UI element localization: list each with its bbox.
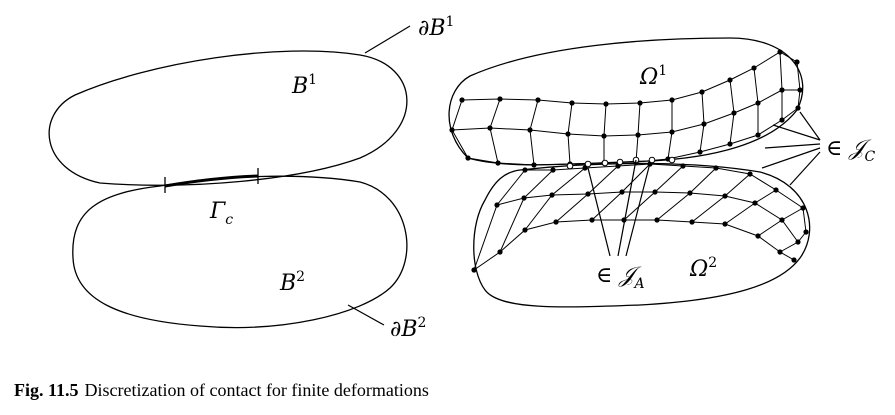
mesh-node-omega1: [701, 121, 707, 127]
leaders-ja: [587, 159, 651, 257]
mesh-node-omega2: [521, 195, 527, 201]
mesh-node-omega1: [751, 65, 757, 71]
contact-node: [616, 158, 624, 166]
mesh-node-omega1: [727, 141, 733, 147]
mesh-node-omega2: [791, 257, 797, 263]
figure-caption: Fig. 11.5 Discretization of contact for f…: [14, 380, 429, 401]
mesh-node-omega2: [752, 200, 758, 206]
mesh-node-omega2: [680, 163, 686, 169]
mesh-omega1: [449, 49, 803, 168]
label-gamma-c: Γc: [209, 199, 233, 228]
label-omega2: Ω2: [689, 255, 717, 282]
mesh-node-omega1: [731, 110, 737, 116]
mesh-node-omega1: [777, 49, 783, 55]
contact-discretization-diagram: ∂B1 B1 Γc B2 ∂B2 Ω1 ∈ 𝒥C ∈ 𝒥A Ω2: [48, 14, 875, 342]
label-db2: ∂B2: [390, 315, 426, 342]
caption-number: Fig. 11.5: [14, 380, 79, 400]
mesh-node-omega2: [522, 167, 528, 173]
mesh-node-omega1: [465, 155, 471, 161]
contact-nodes: [566, 156, 676, 170]
contact-node: [668, 156, 676, 164]
mesh-node-omega1: [755, 132, 761, 138]
mesh-node-omega1: [699, 89, 705, 95]
mesh-node-omega2: [722, 193, 728, 199]
contact-node: [601, 159, 609, 167]
mesh-node-omega2: [689, 219, 695, 225]
mesh-node-omega1: [669, 97, 675, 103]
mesh-node-omega1: [569, 100, 575, 106]
mesh-node-omega1: [779, 117, 785, 123]
body-b1: [48, 50, 408, 186]
label-ja: ∈ 𝒥A: [596, 263, 645, 292]
mesh-node-omega2: [747, 171, 753, 177]
mesh-node-omega2: [589, 217, 595, 223]
body-b2: [72, 175, 408, 329]
mesh-node-omega1: [497, 96, 503, 102]
contact-node: [584, 160, 592, 168]
label-db1: ∂B1: [418, 14, 454, 41]
mesh-node-omega1: [565, 131, 571, 137]
mesh-node-omega1: [794, 59, 800, 65]
label-b2: B2: [279, 269, 305, 296]
label-omega1: Ω1: [639, 63, 667, 90]
contact-node: [566, 162, 574, 170]
mesh-node-omega2: [619, 189, 625, 195]
contact-zone-gamma-c: [164, 168, 259, 193]
mesh-node-omega2: [654, 217, 660, 223]
mesh-node-omega2: [550, 167, 556, 173]
caption-text: Discretization of contact for finite def…: [84, 380, 429, 400]
mesh-node-omega1: [727, 77, 733, 83]
mesh-node-omega2: [779, 217, 785, 223]
mesh-node-omega1: [797, 87, 803, 93]
label-b1: B1: [291, 72, 317, 99]
mesh-node-omega2: [652, 189, 658, 195]
mesh-node-omega1: [449, 127, 455, 133]
mesh-node-omega1: [601, 133, 607, 139]
mesh-node-omega2: [777, 249, 783, 255]
leaders-jc: [761, 111, 821, 186]
mesh-node-omega1: [495, 160, 501, 166]
mesh-node-omega1: [637, 100, 643, 106]
body-omega1-outline: [448, 37, 804, 166]
mesh-node-omega1: [535, 97, 541, 103]
mesh-node-omega2: [795, 239, 801, 245]
mesh-node-omega2: [687, 190, 693, 196]
mesh-node-omega2: [497, 249, 503, 255]
mesh-node-omega2: [800, 205, 806, 211]
mesh-node-omega2: [773, 187, 779, 193]
mesh-node-omega2: [803, 229, 809, 235]
body-omega2-outline: [473, 162, 811, 308]
mesh-omega2: [471, 161, 809, 273]
mesh-node-omega2: [585, 191, 591, 197]
mesh-node-omega2: [713, 165, 719, 171]
mesh-node-omega1: [531, 162, 537, 168]
mesh-node-omega2: [494, 202, 500, 208]
contact-node: [648, 156, 656, 164]
mesh-node-omega1: [635, 132, 641, 138]
mesh-node-omega2: [522, 227, 528, 233]
mesh-node-omega2: [549, 192, 555, 198]
mesh-node-omega2: [722, 221, 728, 227]
mesh-node-omega1: [603, 101, 609, 107]
label-jc: ∈ 𝒥C: [826, 136, 875, 165]
mesh-node-omega2: [755, 233, 761, 239]
mesh-node-omega1: [697, 149, 703, 155]
mesh-node-omega2: [471, 267, 477, 273]
mesh-node-omega1: [755, 100, 761, 106]
mesh-node-omega1: [669, 129, 675, 135]
mesh-node-omega1: [487, 125, 493, 131]
leader-db2: [347, 304, 385, 326]
mesh-node-omega1: [795, 105, 801, 111]
mesh-node-omega2: [553, 219, 559, 225]
mesh-node-omega1: [779, 87, 785, 93]
mesh-node-omega1: [527, 127, 533, 133]
mesh-node-omega1: [459, 97, 465, 103]
leader-db1: [364, 25, 411, 54]
